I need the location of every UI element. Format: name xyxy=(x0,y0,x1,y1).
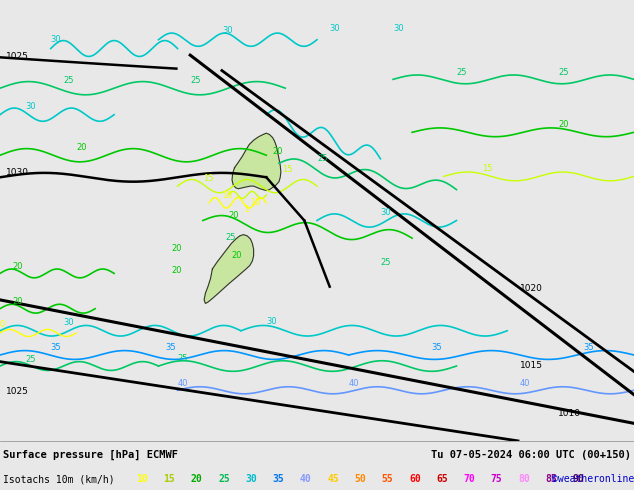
Text: 1020: 1020 xyxy=(520,284,543,294)
Text: 30: 30 xyxy=(245,474,257,484)
Text: 30: 30 xyxy=(266,317,277,326)
Text: 80: 80 xyxy=(518,474,530,484)
Text: 20: 20 xyxy=(191,474,203,484)
Text: 40: 40 xyxy=(349,379,359,388)
Text: 65: 65 xyxy=(436,474,448,484)
Text: 85: 85 xyxy=(545,474,557,484)
Text: 15: 15 xyxy=(482,164,493,173)
Text: 35: 35 xyxy=(273,474,285,484)
Text: 50: 50 xyxy=(354,474,366,484)
Text: 25: 25 xyxy=(558,68,569,77)
Text: 15: 15 xyxy=(164,474,176,484)
Text: 1010: 1010 xyxy=(558,409,581,417)
Polygon shape xyxy=(204,235,254,303)
Text: 10: 10 xyxy=(222,191,233,199)
Text: 75: 75 xyxy=(491,474,503,484)
Text: 20: 20 xyxy=(76,143,87,152)
Text: Tu 07-05-2024 06:00 UTC (00+150): Tu 07-05-2024 06:00 UTC (00+150) xyxy=(431,450,631,460)
Text: 20: 20 xyxy=(273,147,283,156)
Text: 25: 25 xyxy=(225,233,236,243)
Text: Isotachs 10m (km/h): Isotachs 10m (km/h) xyxy=(3,474,115,484)
Text: 25: 25 xyxy=(178,354,188,363)
Text: 30: 30 xyxy=(380,208,391,217)
Text: Surface pressure [hPa] ECMWF: Surface pressure [hPa] ECMWF xyxy=(3,450,178,460)
Text: 20: 20 xyxy=(171,245,182,253)
Text: 90: 90 xyxy=(573,474,585,484)
Text: 60: 60 xyxy=(409,474,421,484)
Text: 40: 40 xyxy=(300,474,312,484)
Text: 1025: 1025 xyxy=(6,52,29,61)
Text: 20: 20 xyxy=(228,211,239,220)
Text: 40: 40 xyxy=(178,379,188,388)
Text: 30: 30 xyxy=(25,102,36,111)
Text: 30: 30 xyxy=(222,26,233,35)
Text: 35: 35 xyxy=(165,343,176,352)
Text: ©weatheronline.co.uk: ©weatheronline.co.uk xyxy=(552,474,634,484)
Text: 10: 10 xyxy=(250,198,261,207)
Text: 30: 30 xyxy=(393,24,404,33)
Text: 25: 25 xyxy=(25,355,36,364)
Text: 40: 40 xyxy=(520,379,531,388)
Text: 25: 25 xyxy=(380,258,391,267)
Text: 25: 25 xyxy=(190,76,201,85)
Text: 20: 20 xyxy=(13,262,23,271)
Text: 1025: 1025 xyxy=(6,387,29,396)
Text: 35: 35 xyxy=(51,343,61,352)
Text: 1: 1 xyxy=(244,205,249,214)
Text: 25: 25 xyxy=(218,474,230,484)
Text: 25: 25 xyxy=(456,68,467,77)
Polygon shape xyxy=(232,133,281,191)
Text: 1015: 1015 xyxy=(520,361,543,369)
Text: 15: 15 xyxy=(282,165,293,174)
Text: 35: 35 xyxy=(583,343,594,352)
Text: 15: 15 xyxy=(203,174,214,183)
Text: 25: 25 xyxy=(63,76,74,85)
Text: 20: 20 xyxy=(558,120,569,129)
Text: 45: 45 xyxy=(327,474,339,484)
Text: 70: 70 xyxy=(463,474,476,484)
Text: 55: 55 xyxy=(382,474,394,484)
Text: 25: 25 xyxy=(317,154,328,163)
Text: 30: 30 xyxy=(330,24,340,33)
Text: 1030: 1030 xyxy=(6,169,29,177)
Text: 20: 20 xyxy=(231,251,242,260)
Text: 10: 10 xyxy=(136,474,148,484)
Text: 20: 20 xyxy=(13,297,23,306)
Text: 30: 30 xyxy=(63,318,74,326)
Text: 30: 30 xyxy=(51,35,61,44)
Text: 20: 20 xyxy=(171,267,182,275)
Text: 0: 0 xyxy=(0,320,5,329)
Text: 35: 35 xyxy=(431,343,442,352)
